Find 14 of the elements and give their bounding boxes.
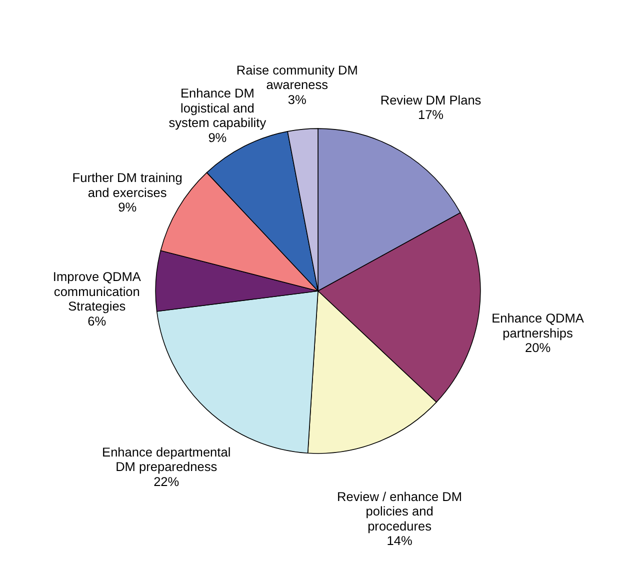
slice-label: Further DM training and exercises	[72, 170, 182, 200]
data-label: 9%	[118, 200, 137, 215]
slice-label: Review DM Plans	[380, 92, 482, 108]
data-label: 3%	[288, 92, 306, 107]
data-label: 6%	[88, 313, 106, 328]
slice-label: Enhance QDMA partnerships	[492, 310, 584, 340]
slice-label: Enhance departmental DM preparedness	[102, 444, 231, 474]
slice-label: Improve QDMA communication Strategies	[52, 269, 142, 314]
data-label: 17%	[418, 107, 444, 122]
slice-label: Review / enhance DM policies and procedures	[337, 488, 462, 534]
data-label: 9%	[208, 130, 227, 145]
data-label: 14%	[386, 533, 412, 548]
data-label: 20%	[524, 340, 551, 356]
data-label: 22%	[154, 474, 180, 489]
